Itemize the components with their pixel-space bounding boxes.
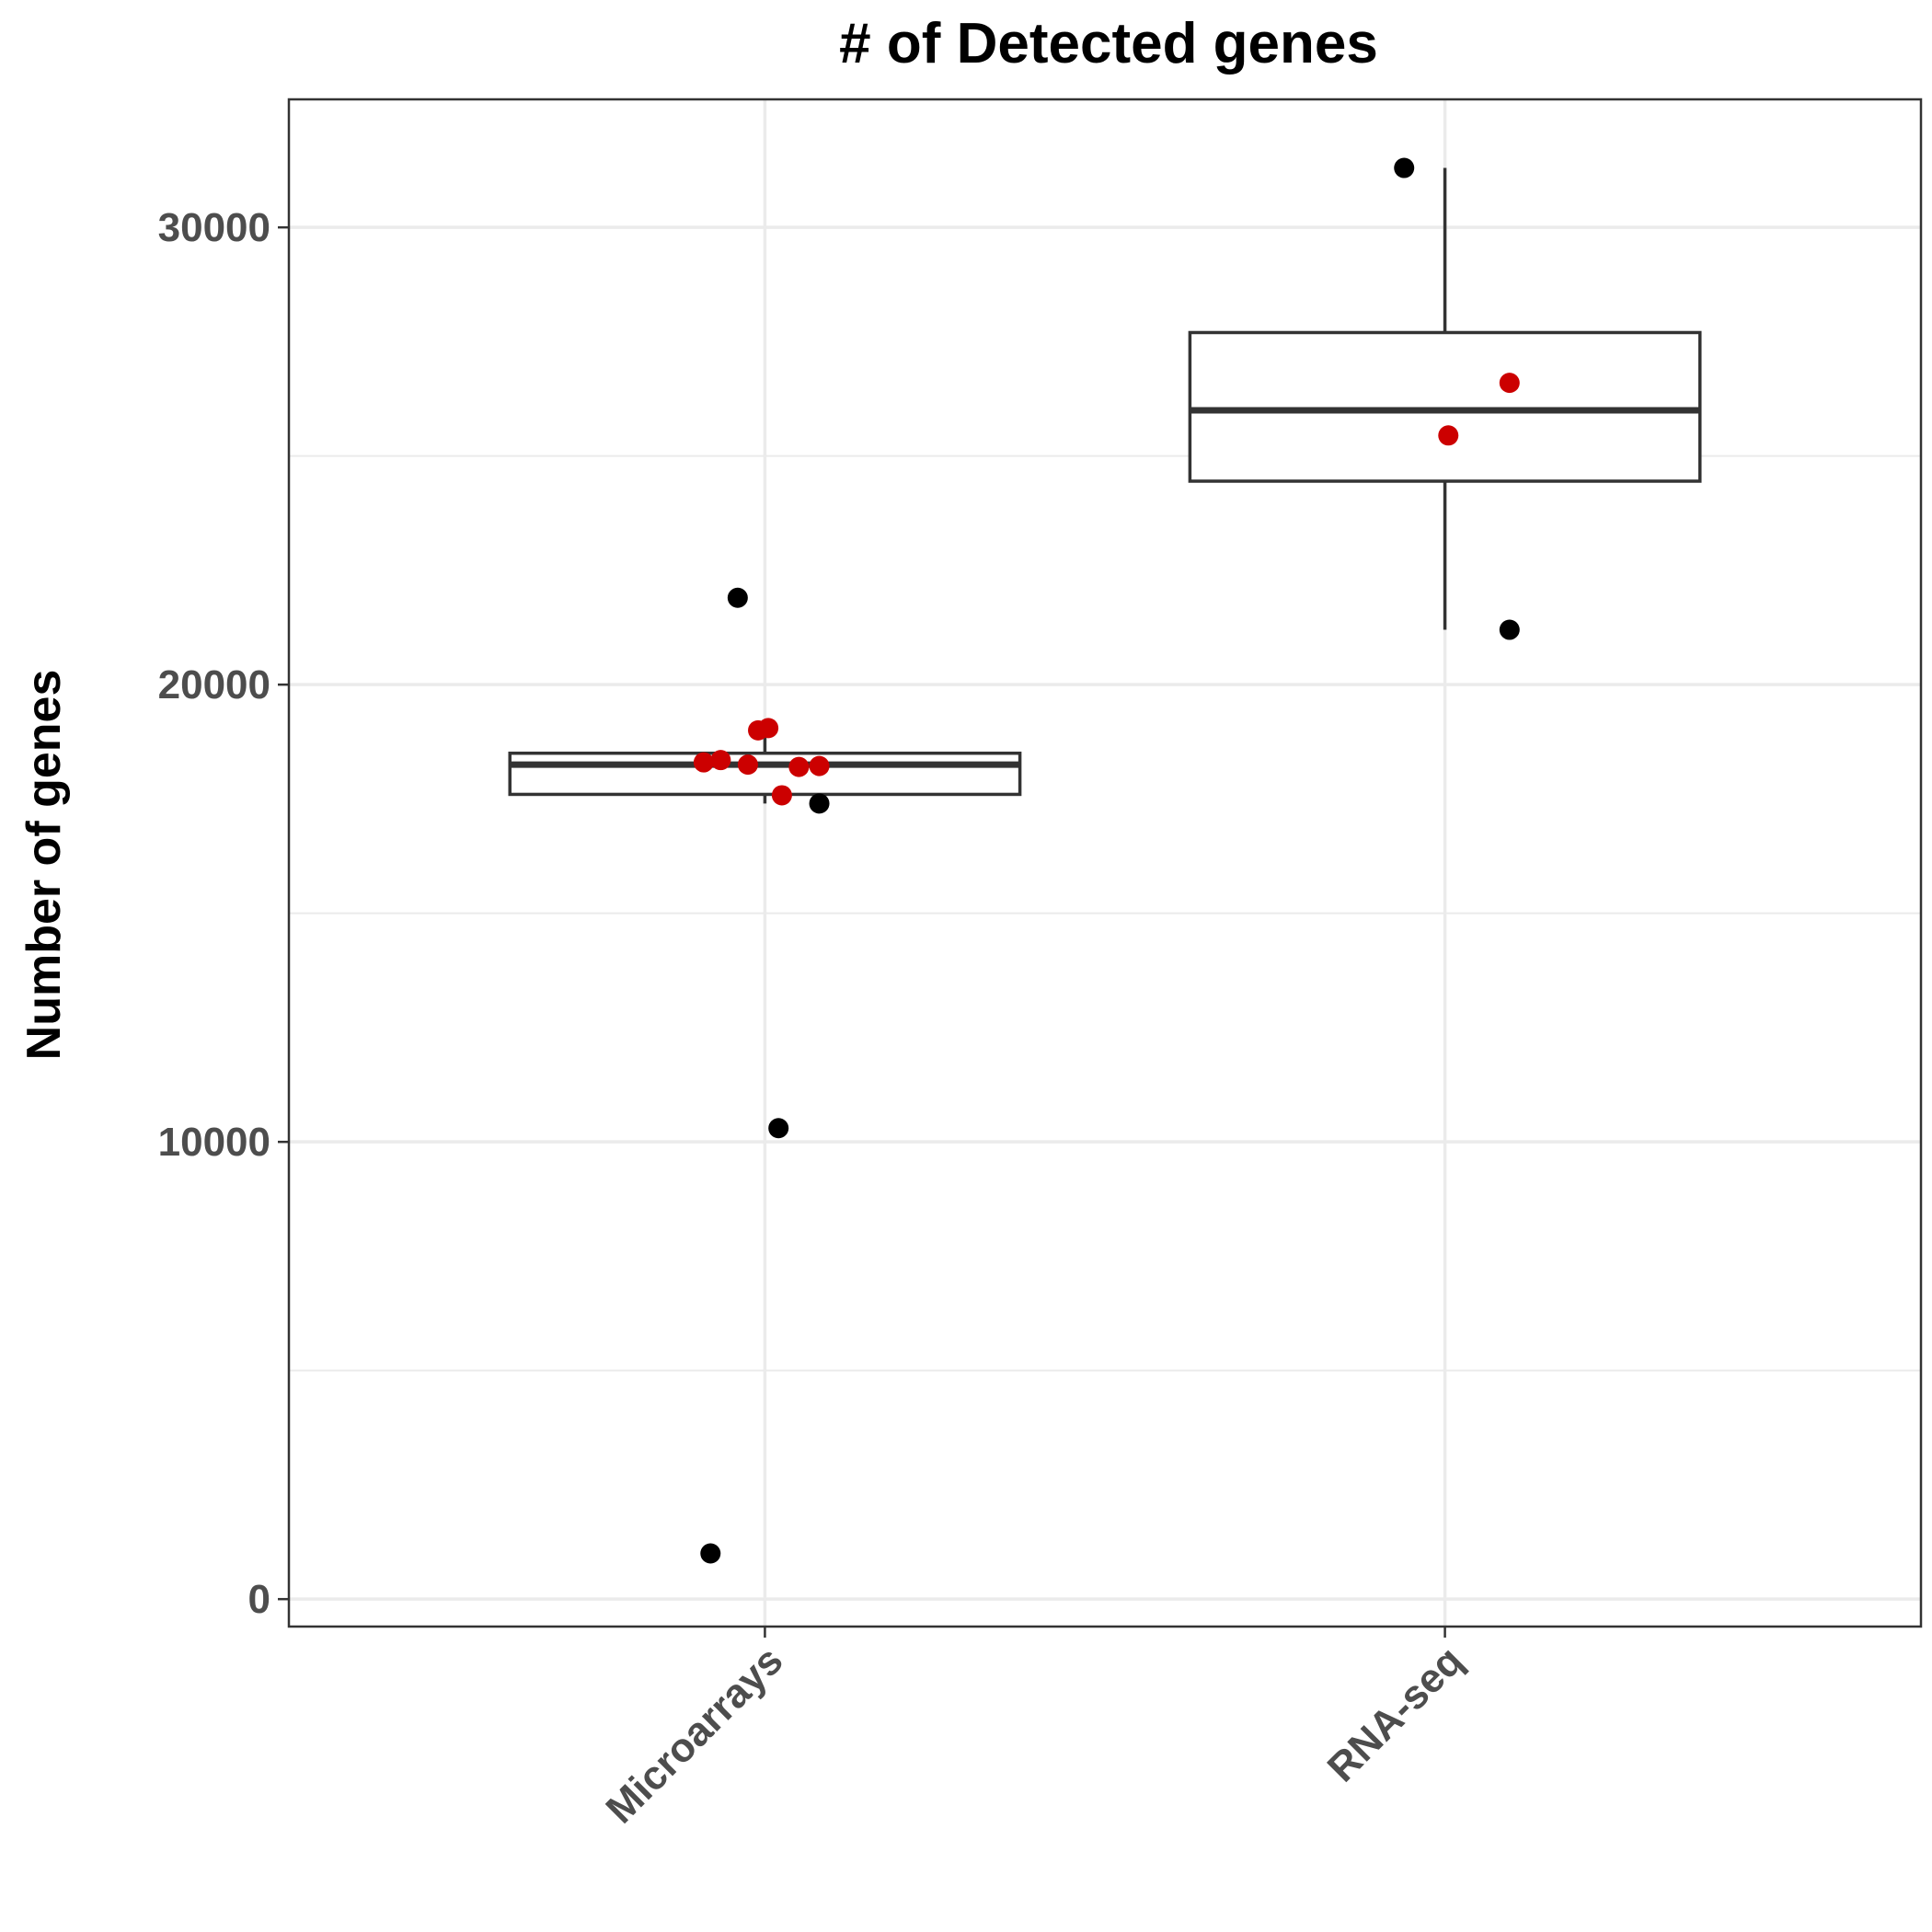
data-points <box>693 157 1520 1564</box>
x-tick-label: Microarrays <box>597 1638 791 1832</box>
data-point <box>1499 373 1520 394</box>
data-point <box>758 718 779 739</box>
interquartile-box <box>508 751 1022 797</box>
data-point <box>737 754 758 776</box>
data-point <box>809 793 830 814</box>
box-rna-seq <box>1188 167 1702 630</box>
data-point <box>693 752 714 773</box>
y-tick-label: 10000 <box>158 1120 270 1165</box>
interquartile-box <box>1188 330 1702 483</box>
data-point <box>727 587 748 608</box>
plot-panel-border <box>287 98 1923 1628</box>
data-point <box>1394 157 1415 178</box>
y-axis-label: Number of genes <box>17 670 71 1061</box>
data-point <box>809 755 830 776</box>
data-point <box>710 750 731 771</box>
data-point <box>700 1543 721 1564</box>
y-tick-label: 30000 <box>158 205 270 250</box>
box-microarrays <box>508 734 1022 804</box>
y-tick-label: 0 <box>248 1577 270 1622</box>
grid-lines <box>289 99 1921 1627</box>
data-point <box>1438 425 1459 446</box>
data-point <box>771 785 792 806</box>
boxes <box>508 167 1702 804</box>
data-point <box>788 756 810 777</box>
data-point <box>768 1118 789 1139</box>
chart-title: # of Detected genes <box>839 12 1378 75</box>
data-point <box>1499 619 1520 640</box>
y-tick-label: 20000 <box>158 662 270 707</box>
x-tick-label: RNA-seq <box>1319 1638 1472 1790</box>
